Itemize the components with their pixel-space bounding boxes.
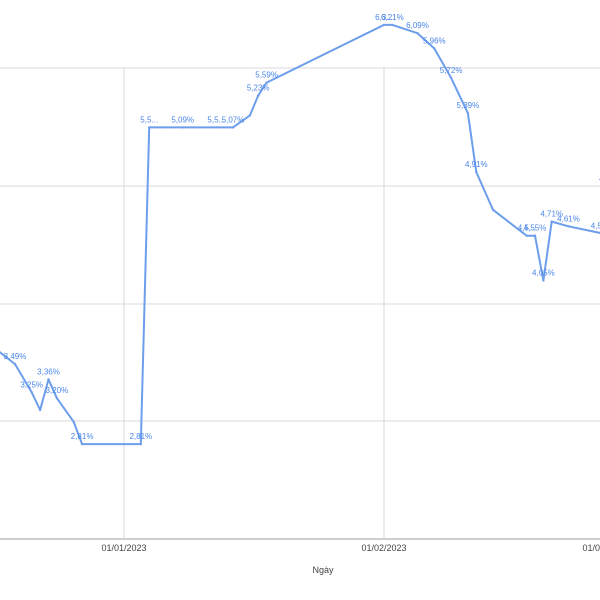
data-point (30, 391, 33, 394)
data-label: 5,5... (140, 115, 158, 124)
data-point (265, 81, 268, 84)
x-tick-label: 01/02/2023 (361, 543, 406, 553)
data-label: 5,07% (222, 115, 245, 124)
data-point (257, 94, 260, 97)
data-label: 5,39% (457, 101, 480, 110)
data-point (47, 378, 50, 381)
data-point (533, 234, 537, 237)
data-point (231, 126, 235, 129)
data-labels: 4,62%4,04%3,94%3,77%3,49%3,25%3,36%3,20%… (4, 13, 600, 446)
data-label: 5,72% (440, 66, 463, 75)
data-label: 3,25% (20, 380, 43, 389)
data-label: 6,21% (381, 13, 404, 22)
data-label: 2,81% (71, 432, 94, 441)
data-label: 3,36% (37, 367, 60, 376)
data-label: 5,5... (207, 115, 225, 124)
data-point (567, 225, 570, 228)
data-point (525, 234, 528, 237)
series-line (0, 23, 600, 446)
data-label: 4,91% (465, 160, 488, 169)
data-label: 4,55% (524, 224, 547, 233)
data-label: 2,81% (129, 432, 152, 441)
data-point (550, 220, 553, 223)
x-axis-label: Ngày (312, 565, 334, 575)
data-point (80, 442, 84, 446)
data-point (248, 114, 251, 117)
grid (0, 67, 600, 540)
data-point (13, 362, 17, 366)
x-tick-label: 01/01/2023 (101, 543, 146, 553)
data-point (382, 23, 386, 27)
data-point (491, 208, 495, 211)
data-point (433, 47, 436, 50)
data-label: 3,49% (4, 352, 27, 361)
data-label: 6,3... (375, 13, 393, 22)
data-label: 5,09% (171, 115, 194, 124)
data-label: 4,5... (518, 224, 536, 233)
data-point (542, 279, 545, 282)
data-point (449, 76, 453, 80)
data-point (475, 170, 478, 174)
data-point (181, 126, 184, 129)
data-label: 4,54% (591, 221, 600, 230)
data-point (72, 420, 75, 423)
data-label: 4,05% (532, 268, 555, 277)
data-point (215, 126, 218, 129)
data-label: 4,61% (557, 214, 580, 223)
data-label: 3,20% (46, 386, 69, 395)
data-label: 5,96% (423, 37, 446, 46)
data-point (148, 126, 151, 129)
data-point (38, 408, 42, 412)
data-point (164, 126, 168, 129)
x-tick-label: 01/03/2023 (582, 543, 600, 553)
data-point (416, 32, 419, 35)
data-point (391, 23, 394, 27)
data-label: 6,09% (406, 21, 429, 30)
data-point (139, 442, 142, 446)
data-point (466, 112, 470, 115)
data-point (55, 397, 59, 400)
data-label: 5,59% (255, 71, 278, 80)
data-label: 4,71% (540, 210, 563, 219)
data-label: 5,23% (247, 84, 270, 93)
